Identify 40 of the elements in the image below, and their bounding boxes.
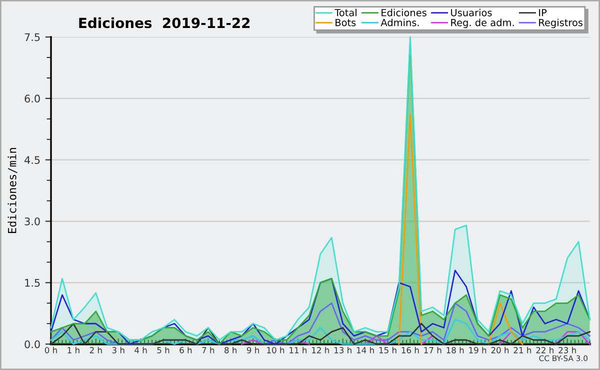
legend-label: Reg. de adm. bbox=[451, 18, 514, 28]
x-tick-label: 21 h bbox=[514, 346, 532, 354]
x-tick-label: 23 h bbox=[558, 346, 576, 354]
x-tick-label: 9 h bbox=[246, 346, 259, 354]
x-tick-label: 14 h bbox=[356, 346, 374, 354]
legend-label: Total bbox=[334, 8, 356, 16]
x-tick-label: 4 h bbox=[134, 346, 147, 354]
y-tick-label: 0.0 bbox=[24, 340, 40, 348]
x-tick-label: 20 h bbox=[491, 346, 509, 354]
x-tick-label: 5 h bbox=[157, 346, 170, 354]
y-tick-label: 6.0 bbox=[24, 94, 40, 103]
x-tick-label: 16 h bbox=[402, 346, 419, 354]
legend-label: Ediciones bbox=[382, 8, 426, 16]
x-tick-label: 0 h bbox=[44, 346, 57, 354]
x-tick-label: 2 h bbox=[90, 346, 102, 354]
y-tick-label: 1.5 bbox=[25, 279, 40, 287]
x-tick-label: 1 h bbox=[68, 346, 80, 354]
y-tick-label: 3.0 bbox=[24, 217, 40, 226]
legend-label: Bots bbox=[336, 18, 356, 26]
x-tick-label: 19 h bbox=[469, 346, 486, 354]
x-tick-label: 11 h bbox=[290, 346, 307, 354]
x-tick-label: 15 h bbox=[379, 346, 396, 354]
x-tick-label: 6 h bbox=[180, 346, 192, 354]
x-tick-label: 10 h bbox=[267, 346, 284, 354]
chart-title: Ediciones 2019-11-22 bbox=[79, 17, 250, 28]
x-tick-label: 18 h bbox=[446, 346, 464, 354]
legend-label: IP bbox=[539, 9, 547, 16]
y-axis-title: Ediciones/min bbox=[8, 148, 18, 233]
x-tick-label: 13 h bbox=[334, 346, 352, 354]
legend-label: Registros bbox=[539, 18, 583, 28]
y-tick-label: 7.5 bbox=[24, 33, 40, 42]
x-tick-label: 12 h bbox=[312, 346, 329, 354]
x-tick-label: 17 h bbox=[424, 346, 442, 354]
x-tick-label: 3 h bbox=[112, 346, 124, 354]
x-tick-label: 22 h bbox=[536, 346, 554, 354]
y-tick-label: 4.5 bbox=[24, 156, 40, 164]
legend-label: Usuarios bbox=[451, 8, 492, 16]
x-tick-label: 7 h bbox=[202, 346, 214, 354]
legend-label: Admins. bbox=[380, 18, 419, 26]
x-tick-label: 8 h bbox=[224, 346, 237, 354]
